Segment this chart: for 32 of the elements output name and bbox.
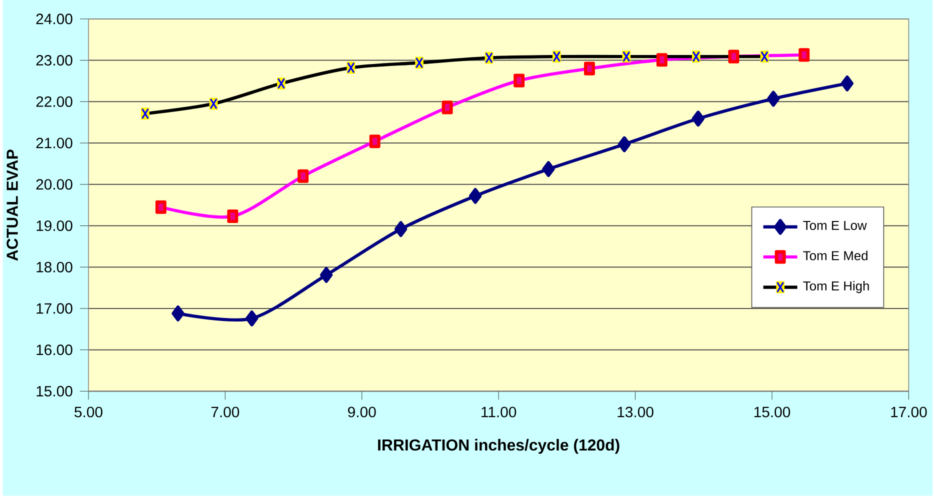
- point: [692, 110, 705, 127]
- y-tick-label: 20.00: [36, 179, 72, 190]
- x-tick-label: 15.00: [754, 406, 790, 418]
- point: [618, 136, 631, 152]
- legend-label: Tom E Low: [803, 221, 867, 230]
- y-tick-label: 15.00: [36, 386, 72, 397]
- y-tick-label: 18.00: [36, 262, 72, 273]
- x-tick-label: 5.00: [74, 406, 102, 418]
- y-tick-label: 19.00: [36, 220, 72, 232]
- legend-label: Tom E High: [803, 281, 869, 294]
- y-axis-title: ACTUAL EVAP: [6, 150, 18, 261]
- y-tick-label: 21.00: [36, 138, 72, 148]
- point: [840, 76, 854, 92]
- point: [320, 267, 333, 284]
- point: [542, 161, 555, 178]
- x-tick-label: 13.00: [618, 406, 654, 418]
- y-tick-label: 24.00: [36, 14, 72, 24]
- point: [172, 306, 184, 322]
- x-tick-label: 7.00: [211, 406, 240, 418]
- y-tick-label: 22.00: [36, 96, 72, 108]
- y-tick-label: 16.00: [36, 344, 72, 356]
- point: [394, 221, 408, 238]
- y-tick-label: 17.00: [36, 303, 72, 314]
- x-tick-label: 17.00: [891, 406, 927, 418]
- x-tick-label: 11.00: [482, 406, 516, 418]
- legend-label: Tom E Med: [803, 250, 868, 260]
- point: [245, 310, 258, 327]
- point: [766, 90, 780, 107]
- point: [468, 188, 482, 204]
- x-axis-title: IRRIGATION inches/cycle (120d): [378, 439, 620, 454]
- y-tick-label: 23.00: [36, 55, 72, 66]
- x-tick-label: 9.00: [348, 406, 376, 418]
